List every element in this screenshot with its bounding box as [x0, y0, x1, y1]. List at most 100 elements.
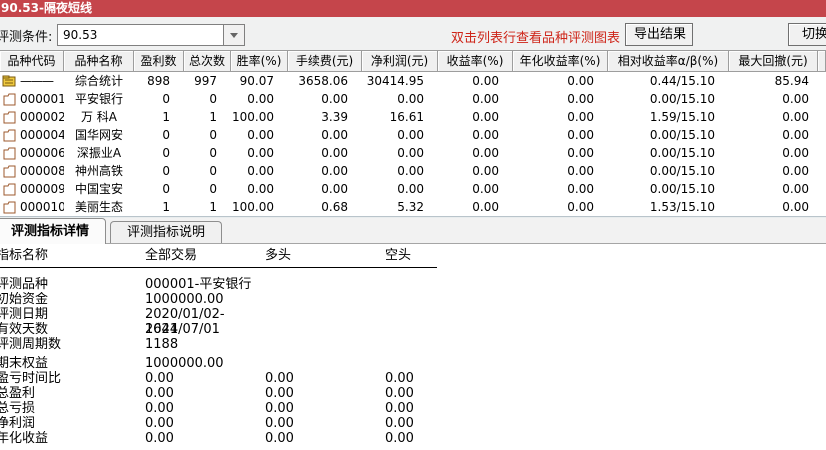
row-wins: 898 — [147, 74, 170, 88]
window-title: 90.53-隔夜短线 — [0, 0, 826, 17]
row-name: 深振业A — [76, 146, 122, 160]
detail-value-long — [265, 307, 385, 322]
detail-label: 评测日期 — [0, 307, 49, 322]
row-code: 000008 — [20, 164, 64, 178]
detail-label: 年化收益 — [0, 431, 49, 446]
row-code: ——— — [20, 74, 54, 88]
row-return: 0.00 — [472, 164, 499, 178]
row-annual-return: 0.00 — [567, 110, 594, 124]
table-row[interactable]: 000002 万 科A 1 1 100.00 3.39 16.61 0.00 0… — [0, 108, 826, 126]
row-name: 综合统计 — [74, 74, 123, 88]
row-fee: 0.00 — [321, 164, 348, 178]
col-header-return[interactable]: 收益率(%) — [438, 51, 513, 72]
tab-indicator-details[interactable]: 评测指标详情 — [0, 218, 107, 244]
row-max-drawdown: 0.00 — [782, 110, 809, 124]
detail-label: 净利润 — [0, 416, 36, 431]
detail-col-indicator: 指标名称 — [0, 248, 49, 263]
row-annual-return: 0.00 — [567, 182, 594, 196]
condition-dropdown[interactable]: 90.53 — [57, 24, 245, 46]
row-return: 0.00 — [472, 128, 499, 142]
col-header-fee[interactable]: 手续费(元) — [288, 51, 362, 72]
row-name: 美丽生态 — [74, 200, 123, 214]
row-return: 0.00 — [472, 182, 499, 196]
row-fee: 0.00 — [321, 128, 348, 142]
row-winrate: 0.00 — [247, 92, 274, 106]
detail-label: 盈亏时间比 — [0, 371, 62, 386]
col-header-stub — [818, 51, 826, 72]
row-return: 0.00 — [472, 200, 499, 214]
row-code: 000009 — [20, 182, 64, 196]
detail-row: 总盈利 0.00 0.00 0.00 — [0, 386, 826, 401]
open-folder-icon — [2, 75, 16, 86]
row-max-drawdown: 0.00 — [782, 146, 809, 160]
row-max-drawdown: 0.00 — [782, 200, 809, 214]
table-row[interactable]: 000010 美丽生态 1 1 100.00 0.68 5.32 0.00 0.… — [0, 198, 826, 216]
detail-value-short — [385, 337, 455, 352]
detail-value-long: 0.00 — [265, 431, 294, 446]
table-row[interactable]: 000001 平安银行 0 0 0.00 0.00 0.00 0.00 0.00… — [0, 90, 826, 108]
row-winrate: 90.07 — [239, 74, 274, 88]
col-header-relative-return[interactable]: 相对收益率α/β(%) — [608, 51, 729, 72]
detail-row: 初始资金 1000000.00 — [0, 292, 826, 307]
col-header-max-drawdown[interactable]: 最大回撤(元) — [729, 51, 818, 72]
row-code: 000006 — [20, 146, 64, 160]
file-icon — [3, 165, 16, 177]
table-row[interactable]: 000006 深振业A 0 0 0.00 0.00 0.00 0.00 0.00… — [0, 144, 826, 162]
row-netprofit: 0.00 — [397, 182, 424, 196]
detail-label: 初始资金 — [0, 292, 49, 307]
row-fee: 3.39 — [321, 110, 348, 124]
table-row-summary[interactable]: ——— 综合统计 898 997 90.07 3658.06 30414.95 … — [0, 72, 826, 90]
chevron-down-icon[interactable] — [223, 25, 244, 45]
detail-col-short: 空头 — [385, 248, 412, 263]
detail-value-all: 1641 — [145, 322, 179, 337]
row-max-drawdown: 0.00 — [782, 164, 809, 178]
file-icon — [3, 147, 16, 159]
row-return: 0.00 — [472, 92, 499, 106]
table-row[interactable]: 000008 神州高铁 0 0 0.00 0.00 0.00 0.00 0.00… — [0, 162, 826, 180]
col-header-annual-return[interactable]: 年化收益率(%) — [513, 51, 608, 72]
detail-label: 评测品种 — [0, 277, 49, 292]
row-fee: 0.00 — [321, 182, 348, 196]
detail-row: 有效天数 1641 — [0, 322, 826, 337]
table-row[interactable]: 000009 中国宝安 0 0 0.00 0.00 0.00 0.00 0.00… — [0, 180, 826, 198]
detail-value-short: 0.00 — [385, 431, 414, 446]
detail-value-short: 0.00 — [385, 386, 414, 401]
detail-value-all: 0.00 — [145, 416, 174, 431]
file-icon — [3, 111, 16, 123]
condition-dropdown-value: 90.53 — [63, 28, 98, 42]
row-total: 0 — [209, 146, 217, 160]
detail-value-all: 000001-平安银行 — [145, 277, 252, 292]
col-header-wins[interactable]: 盈利数 — [134, 51, 184, 72]
row-relative-return: 0.00/15.10 — [649, 92, 715, 106]
row-wins: 0 — [162, 92, 170, 106]
row-total: 0 — [209, 164, 217, 178]
col-header-total[interactable]: 总次数 — [184, 51, 231, 72]
col-header-name[interactable]: 品种名称 — [64, 51, 134, 72]
row-total: 1 — [209, 110, 217, 124]
tab-indicator-explanation[interactable]: 评测指标说明 — [110, 221, 223, 243]
detail-value-short — [385, 322, 455, 337]
detail-col-long: 多头 — [265, 248, 292, 263]
detail-value-short — [385, 356, 455, 371]
col-header-winrate[interactable]: 胜率(%) — [231, 51, 288, 72]
col-header-code[interactable]: 品种代码 — [0, 51, 64, 72]
row-netprofit: 30414.95 — [366, 74, 424, 88]
detail-value-all: 1188 — [145, 337, 179, 352]
row-wins: 1 — [162, 110, 170, 124]
switch-analysis-button[interactable]: 切换分析 — [788, 23, 826, 46]
detail-value-short: 0.00 — [385, 401, 414, 416]
detail-label: 总亏损 — [0, 401, 36, 416]
row-total: 0 — [209, 92, 217, 106]
row-netprofit: 16.61 — [389, 110, 424, 124]
col-header-netprofit[interactable]: 净利润(元) — [362, 51, 438, 72]
row-netprofit: 0.00 — [397, 164, 424, 178]
export-results-button[interactable]: 导出结果 — [625, 23, 693, 46]
row-return: 0.00 — [472, 146, 499, 160]
detail-col-all-trades: 全部交易 — [145, 248, 198, 263]
condition-label: 评测条件: — [0, 30, 53, 45]
row-relative-return: 1.59/15.10 — [649, 110, 715, 124]
detail-value-short: 0.00 — [385, 371, 414, 386]
table-row[interactable]: 000004 国华网安 0 0 0.00 0.00 0.00 0.00 0.00… — [0, 126, 826, 144]
row-netprofit: 0.00 — [397, 146, 424, 160]
row-code: 000001 — [20, 92, 64, 106]
